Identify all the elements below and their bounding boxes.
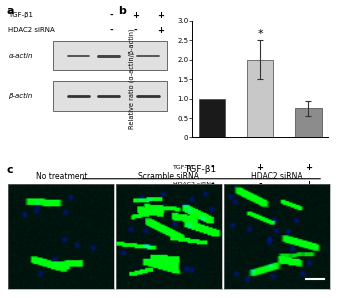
Text: b: b: [118, 6, 126, 16]
Text: -: -: [210, 163, 214, 172]
Text: +: +: [157, 11, 164, 20]
Bar: [198, 99, 225, 137]
Text: TGF-β1: TGF-β1: [173, 165, 196, 170]
Text: +: +: [157, 26, 164, 35]
Bar: [295, 108, 322, 137]
Text: α-actin: α-actin: [8, 53, 33, 59]
Text: HDAC2 siRNA: HDAC2 siRNA: [173, 181, 215, 187]
Text: TGF-β1: TGF-β1: [184, 164, 216, 174]
Text: *: *: [257, 29, 263, 39]
Text: HDAC2 siRNA: HDAC2 siRNA: [8, 27, 55, 33]
Text: a: a: [7, 6, 14, 16]
Text: TGF-β1: TGF-β1: [8, 13, 33, 18]
Text: +: +: [305, 180, 312, 189]
Text: c: c: [7, 164, 14, 175]
FancyBboxPatch shape: [53, 41, 167, 71]
Text: -: -: [134, 26, 138, 35]
Text: Scramble siRNA: Scramble siRNA: [139, 172, 199, 181]
Text: +: +: [305, 163, 312, 172]
Text: HDAC2 siRNA: HDAC2 siRNA: [251, 172, 303, 181]
Y-axis label: Relative ratio (α-actin/β-actin): Relative ratio (α-actin/β-actin): [129, 29, 136, 129]
FancyBboxPatch shape: [53, 81, 167, 111]
Text: +: +: [132, 11, 139, 20]
Text: -: -: [109, 26, 113, 35]
Text: -: -: [109, 11, 113, 20]
Bar: [247, 60, 273, 137]
Text: No treatment: No treatment: [35, 172, 87, 181]
Text: -: -: [258, 180, 262, 189]
Text: β-actin: β-actin: [8, 93, 33, 99]
Text: -: -: [210, 180, 214, 189]
Text: +: +: [257, 163, 264, 172]
